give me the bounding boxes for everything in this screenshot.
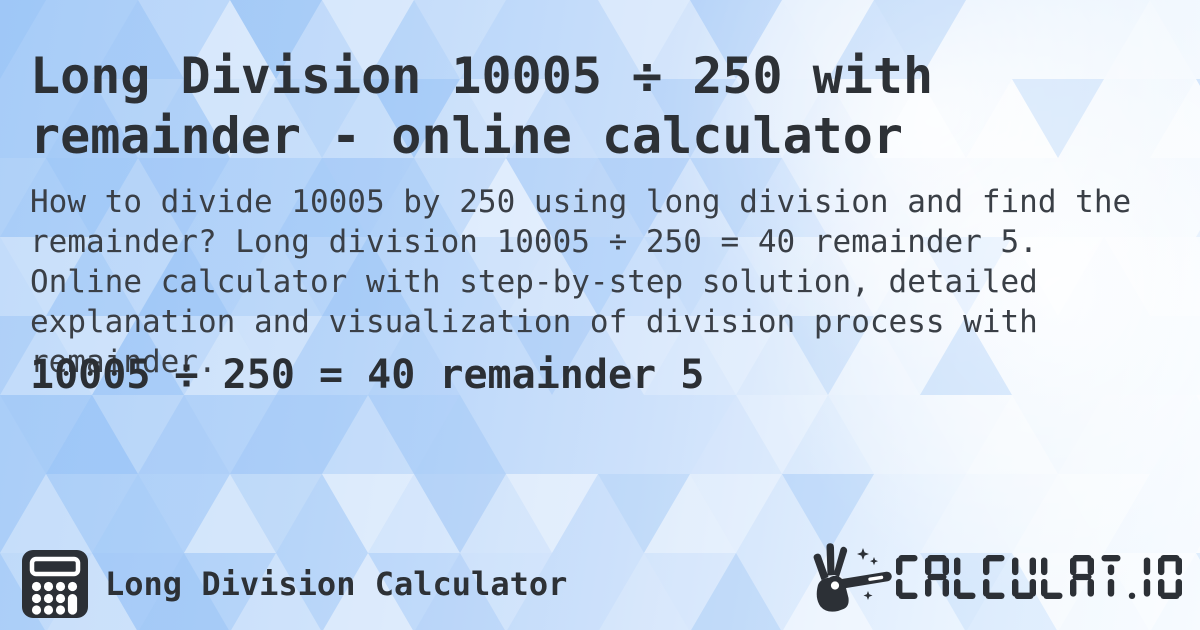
hand-magic-wand-icon xyxy=(813,543,892,612)
page-description: How to divide 10005 by 250 using long di… xyxy=(30,184,1132,380)
site-logo xyxy=(808,540,1182,614)
footer-brand-label: Long Division Calculator xyxy=(105,565,568,603)
result-heading: 10005 ÷ 250 = 40 remainder 5 xyxy=(30,352,705,398)
page-title: Long Division 10005 ÷ 250 with remainder… xyxy=(30,47,934,165)
calculatio-logo-text xyxy=(896,555,1182,599)
footer-brand: Long Division Calculator xyxy=(22,550,567,618)
calculator-icon xyxy=(22,550,88,618)
